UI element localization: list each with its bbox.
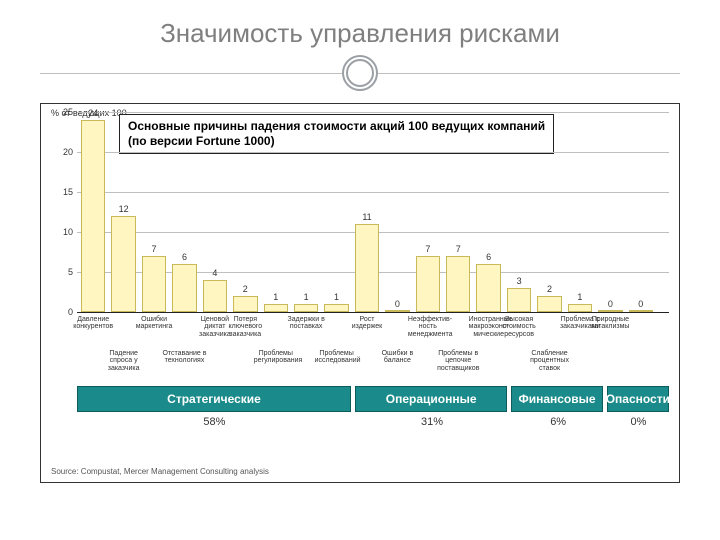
bar-value: 24 — [81, 108, 105, 118]
bar-value: 0 — [629, 299, 653, 309]
bar — [568, 304, 592, 312]
bar-value: 11 — [355, 212, 379, 222]
bar — [537, 296, 561, 312]
bar — [233, 296, 257, 312]
bar — [416, 256, 440, 312]
source-text: Source: Compustat, Mercer Management Con… — [51, 467, 269, 476]
category-pct: 31% — [356, 416, 509, 434]
x-label: Неэффектив-ность менеджмента — [408, 316, 448, 338]
bar-value: 4 — [203, 268, 227, 278]
x-label: Отставание в технологиях — [162, 350, 206, 365]
category-pct: 58% — [77, 416, 352, 434]
x-label: Проблемы исследований — [315, 350, 359, 365]
x-labels-bot: Падение спроса у заказчика Отставание в т… — [77, 350, 669, 380]
bar-value: 1 — [324, 292, 348, 302]
slide-title: Значимость управления рисками — [0, 0, 720, 55]
bar-value: 2 — [233, 284, 257, 294]
bar — [446, 256, 470, 312]
category: Финансовые — [511, 386, 602, 412]
bar-value: 1 — [264, 292, 288, 302]
x-label: Природные катаклизмы — [590, 316, 630, 331]
bar — [172, 264, 196, 312]
chart-frame: % от ведущих 100 Основные причины падени… — [40, 103, 680, 483]
bar — [294, 304, 318, 312]
y-tick: 0 — [55, 307, 73, 317]
x-label: Высокая стоимость ресурсов — [499, 316, 539, 338]
bar-value: 0 — [385, 299, 409, 309]
bars: 2412764211111077632100 — [77, 112, 669, 312]
bar-value: 6 — [172, 252, 196, 262]
bar-value: 1 — [294, 292, 318, 302]
bar — [81, 120, 105, 312]
bar-value: 7 — [142, 244, 166, 254]
bar-value: 7 — [416, 244, 440, 254]
bar — [324, 304, 348, 312]
y-tick: 15 — [55, 187, 73, 197]
bar — [203, 280, 227, 312]
category-pct: 6% — [512, 416, 604, 434]
bar — [385, 310, 409, 312]
category-pct-row: 58%31%6%0% — [77, 416, 669, 434]
bar-value: 12 — [111, 204, 135, 214]
plot-area: 0510152025 2412764211111077632100 — [77, 112, 669, 312]
slide: Значимость управления рисками % от ведущ… — [0, 0, 720, 540]
x-label: Задержки в поставках — [286, 316, 326, 331]
x-label: Слабление процентных ставок — [528, 350, 572, 372]
bar-value: 7 — [446, 244, 470, 254]
category: Опасности — [607, 386, 669, 412]
bar — [355, 224, 379, 312]
bar — [629, 310, 653, 312]
y-tick: 25 — [55, 107, 73, 117]
x-label: Потеря ключевого заказчика — [225, 316, 265, 338]
bar — [476, 264, 500, 312]
bar — [142, 256, 166, 312]
title-rule — [0, 55, 720, 91]
bar — [598, 310, 622, 312]
bar-value: 3 — [507, 276, 531, 286]
ring-emblem — [342, 55, 378, 91]
bar — [111, 216, 135, 312]
x-label: Ошибки в балансе — [375, 350, 419, 365]
bar — [507, 288, 531, 312]
category: Стратегические — [77, 386, 351, 412]
y-tick: 5 — [55, 267, 73, 277]
grid-line — [77, 312, 669, 313]
category-row: СтратегическиеОперационныеФинансовыеОпас… — [77, 386, 669, 412]
bar-value: 2 — [537, 284, 561, 294]
y-tick: 10 — [55, 227, 73, 237]
y-tick: 20 — [55, 147, 73, 157]
x-label: Проблемы регулирования — [254, 350, 298, 365]
bar — [264, 304, 288, 312]
x-labels-top: Давление конкурентовОшибки маркетингаЦен… — [77, 316, 669, 346]
x-label: Падение спроса у заказчика — [102, 350, 146, 372]
category: Операционные — [355, 386, 507, 412]
bar-value: 1 — [568, 292, 592, 302]
x-label: Ошибки маркетинга — [134, 316, 174, 331]
bar-value: 6 — [476, 252, 500, 262]
category-pct: 0% — [608, 416, 669, 434]
x-label: Давление конкурентов — [73, 316, 113, 331]
bar-value: 0 — [598, 299, 622, 309]
x-label: Проблемы в цепочке поставщиков — [436, 350, 480, 372]
x-label: Рост издержек — [347, 316, 387, 331]
